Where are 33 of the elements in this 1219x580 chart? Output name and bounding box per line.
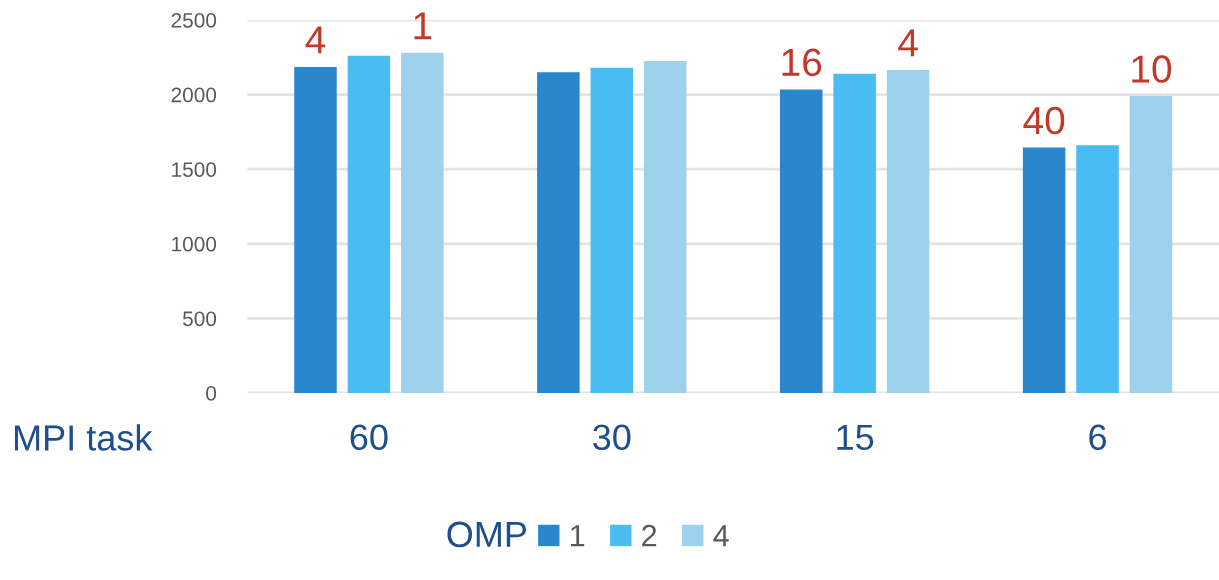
annotation: 4 [305,26,326,54]
annotation: 16 [782,48,822,77]
bar [537,72,580,393]
bar [1022,147,1066,393]
bar [833,73,876,393]
y-tick-label: 1500 [172,162,217,177]
y-tick-label: 500 [182,311,217,327]
y-tick-label: 1000 [172,236,217,252]
bar [1076,145,1119,393]
annotation: 1 [414,12,432,40]
bar [590,67,634,393]
annotation: 4 [898,29,918,57]
bar [643,61,687,393]
bar [886,69,930,393]
x-tick-label: 60 [350,424,388,451]
legend-label: 4 [713,525,729,547]
x-axis-title: MPI task [14,424,153,451]
y-tick-label: 2000 [171,87,217,103]
x-tick-label: 15 [837,424,874,451]
annotation: 40 [1023,106,1065,135]
bar [347,55,391,393]
annotation: 10 [1132,55,1172,83]
y-tick-label: 0 [206,386,217,401]
bar [779,89,823,393]
x-tick-label: 6 [1089,424,1107,451]
x-tick-label: 30 [593,424,631,451]
legend-label: 1 [571,525,585,547]
y-tick-label: 2500 [171,13,217,28]
bar [1129,96,1173,393]
legend-label: 2 [642,524,657,547]
bar [401,52,444,393]
bar [294,67,337,393]
legend-title: OMP [447,521,527,548]
